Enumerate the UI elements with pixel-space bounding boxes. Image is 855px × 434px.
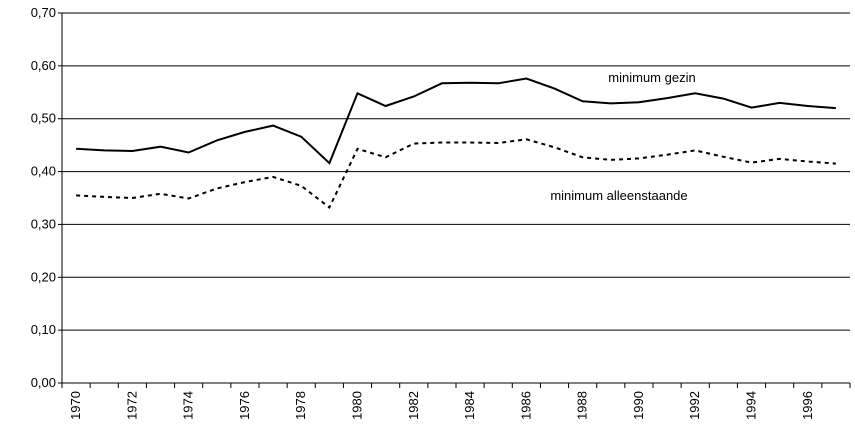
y-tick-label: 0,70 bbox=[31, 5, 56, 20]
x-tick-label: 1980 bbox=[350, 391, 365, 420]
x-tick-label: 1984 bbox=[462, 391, 477, 420]
series-line bbox=[76, 77, 836, 165]
x-tick-label: 1992 bbox=[687, 391, 702, 420]
x-tick-label: 1990 bbox=[631, 391, 646, 420]
series-line bbox=[76, 138, 836, 210]
x-tick-label: 1976 bbox=[237, 391, 252, 420]
x-tick-label: 1970 bbox=[68, 391, 83, 420]
y-tick-label: 0,20 bbox=[31, 269, 56, 284]
x-tick-label: 1994 bbox=[744, 391, 759, 420]
x-tick-label: 1986 bbox=[518, 391, 533, 420]
x-tick-label: 1972 bbox=[124, 391, 139, 420]
y-tick-label: 0,60 bbox=[31, 58, 56, 73]
series-label: minimum gezin bbox=[608, 70, 695, 85]
x-tick-label: 1982 bbox=[406, 391, 421, 420]
x-tick-label: 1978 bbox=[293, 391, 308, 420]
y-tick-label: 0,50 bbox=[31, 111, 56, 126]
y-tick-label: 0,40 bbox=[31, 164, 56, 179]
x-tick-label: 1988 bbox=[575, 391, 590, 420]
y-tick-label: 0,30 bbox=[31, 216, 56, 231]
series-label: minimum alleenstaande bbox=[550, 188, 687, 203]
y-tick-label: 0,10 bbox=[31, 322, 56, 337]
x-tick-label: 1974 bbox=[181, 391, 196, 420]
x-tick-label: 1996 bbox=[800, 391, 815, 420]
y-tick-label: 0,00 bbox=[31, 375, 56, 390]
